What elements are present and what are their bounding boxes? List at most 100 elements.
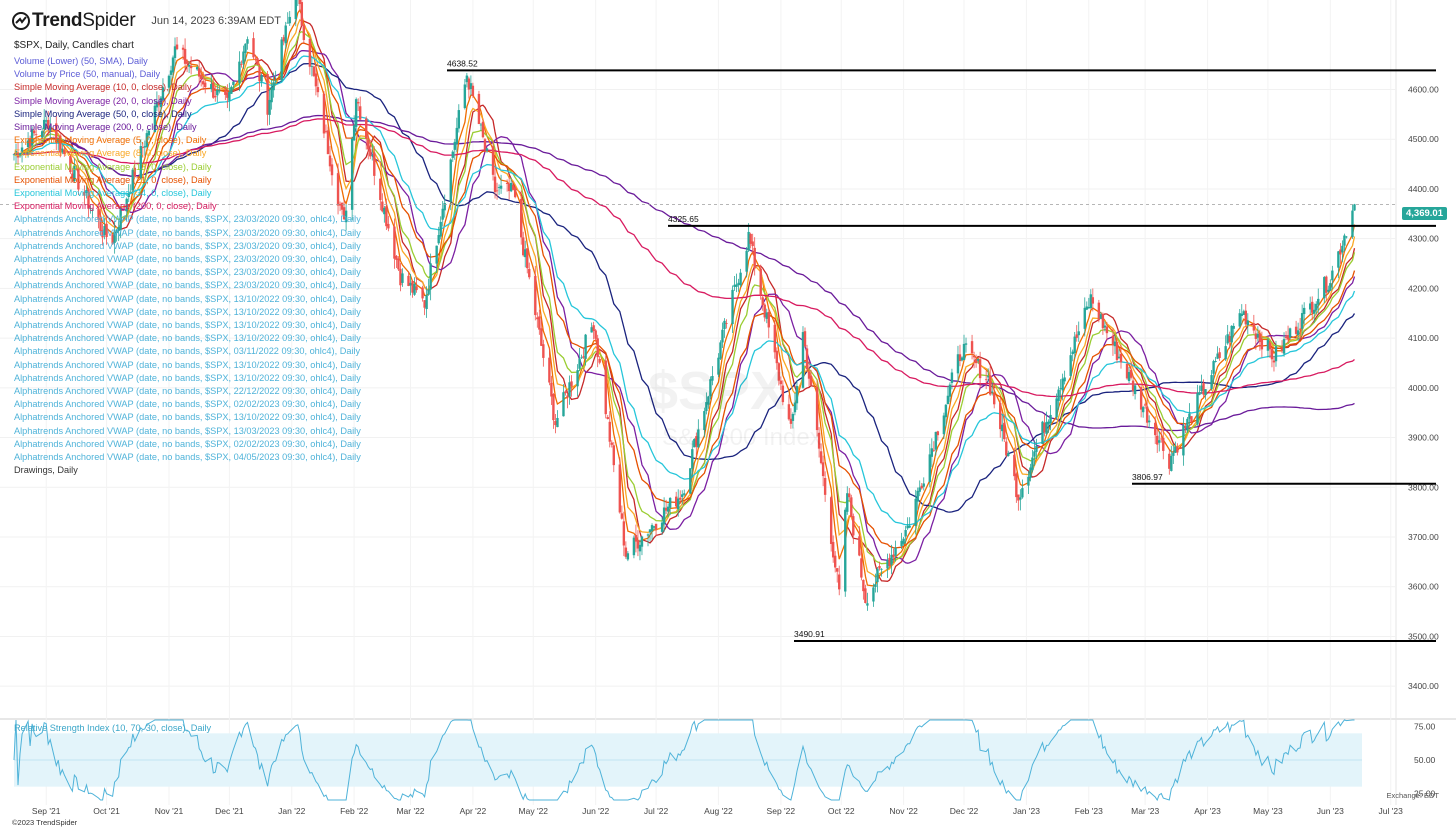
candle-body[interactable]	[723, 320, 726, 330]
candle-body[interactable]	[119, 209, 122, 230]
candle-body[interactable]	[958, 354, 962, 361]
candle-body[interactable]	[618, 464, 622, 513]
candle-body[interactable]	[451, 151, 454, 158]
candle-body[interactable]	[946, 395, 950, 405]
candle-body[interactable]	[695, 436, 698, 447]
candle-body[interactable]	[964, 343, 968, 345]
candle-body[interactable]	[831, 541, 835, 558]
candle-body[interactable]	[155, 101, 159, 108]
candle-body[interactable]	[1182, 425, 1185, 456]
candle-body[interactable]	[143, 146, 147, 148]
candle-body[interactable]	[244, 43, 247, 53]
candle-body[interactable]	[1055, 398, 1058, 418]
candle-body[interactable]	[606, 417, 609, 420]
candle-body[interactable]	[1315, 303, 1318, 311]
candle-body[interactable]	[626, 553, 630, 560]
candle-body[interactable]	[310, 66, 314, 67]
candle-body[interactable]	[807, 371, 811, 379]
candle-body[interactable]	[1252, 323, 1256, 331]
candle-body[interactable]	[1077, 331, 1080, 336]
candle-body[interactable]	[739, 272, 742, 286]
candle-body[interactable]	[852, 516, 855, 536]
candle-body[interactable]	[660, 522, 664, 532]
candle-body[interactable]	[902, 538, 905, 544]
candle-body[interactable]	[1033, 451, 1036, 457]
candle-body[interactable]	[1353, 204, 1356, 211]
candle-body[interactable]	[1300, 313, 1304, 329]
candle-body[interactable]	[427, 289, 430, 295]
candle-body[interactable]	[918, 487, 921, 492]
candle-body[interactable]	[1101, 313, 1105, 329]
candle-body[interactable]	[1232, 325, 1235, 329]
candle-body[interactable]	[817, 432, 821, 449]
candle-body[interactable]	[55, 123, 58, 143]
candle-body[interactable]	[57, 138, 60, 143]
candle-body[interactable]	[89, 208, 92, 210]
candle-body[interactable]	[1103, 325, 1107, 328]
study-item[interactable]: Simple Moving Average (200, 0, close), D…	[14, 122, 197, 133]
candle-body[interactable]	[936, 431, 940, 436]
candle-body[interactable]	[984, 379, 988, 381]
candle-body[interactable]	[999, 402, 1002, 430]
candle-body[interactable]	[228, 91, 231, 101]
candle-body[interactable]	[87, 189, 90, 209]
candle-body[interactable]	[1089, 294, 1093, 309]
candle-body[interactable]	[888, 557, 891, 566]
candle-body[interactable]	[139, 146, 143, 179]
candle-body[interactable]	[61, 148, 64, 153]
candle-body[interactable]	[542, 344, 545, 358]
candle-body[interactable]	[413, 283, 416, 295]
candle-body[interactable]	[1339, 249, 1342, 255]
candle-body[interactable]	[942, 415, 946, 435]
study-item[interactable]: Exponential Moving Average (5, 0, close)…	[14, 135, 207, 146]
candle-body[interactable]	[751, 241, 754, 247]
candle-body[interactable]	[409, 282, 412, 286]
candle-body[interactable]	[216, 90, 219, 96]
candle-body[interactable]	[916, 490, 919, 502]
candle-body[interactable]	[922, 483, 925, 487]
candle-body[interactable]	[1268, 342, 1272, 350]
candle-body[interactable]	[848, 493, 851, 498]
candle-body[interactable]	[1238, 313, 1241, 327]
candle-body[interactable]	[280, 39, 283, 81]
candle-body[interactable]	[767, 311, 770, 328]
candle-body[interactable]	[187, 64, 191, 67]
candle-body[interactable]	[509, 182, 513, 192]
candle-body[interactable]	[1228, 336, 1231, 342]
study-item[interactable]: Alphatrends Anchored VWAP (date, no band…	[14, 267, 361, 278]
candle-body[interactable]	[717, 357, 720, 375]
candle-body[interactable]	[385, 206, 388, 227]
candle-body[interactable]	[564, 391, 567, 394]
candle-body[interactable]	[1256, 333, 1260, 338]
candle-body[interactable]	[1212, 361, 1215, 374]
candle-body[interactable]	[735, 284, 738, 287]
candle-body[interactable]	[664, 507, 668, 511]
candle-body[interactable]	[1196, 393, 1199, 425]
candle-body[interactable]	[483, 139, 487, 150]
candle-body[interactable]	[383, 207, 386, 215]
candle-body[interactable]	[324, 131, 328, 132]
candle-body[interactable]	[511, 185, 515, 190]
candle-body[interactable]	[1325, 276, 1328, 293]
candle-body[interactable]	[554, 421, 557, 426]
candle-body[interactable]	[1188, 413, 1191, 419]
candle-body[interactable]	[212, 82, 215, 98]
candle-body[interactable]	[455, 127, 459, 144]
candle-body[interactable]	[449, 159, 452, 202]
candle-body[interactable]	[880, 568, 883, 570]
candle-body[interactable]	[1001, 424, 1004, 432]
candle-body[interactable]	[367, 139, 370, 150]
candle-body[interactable]	[1280, 348, 1284, 352]
candle-body[interactable]	[479, 124, 483, 126]
candle-body[interactable]	[284, 25, 287, 44]
candle-body[interactable]	[201, 81, 205, 85]
candle-body[interactable]	[32, 130, 36, 134]
candle-body[interactable]	[300, 2, 304, 26]
candle-body[interactable]	[69, 156, 72, 173]
candle-body[interactable]	[1317, 298, 1320, 305]
candle-body[interactable]	[1059, 388, 1062, 389]
candle-body[interactable]	[679, 497, 682, 500]
candle-body[interactable]	[948, 384, 952, 397]
candle-body[interactable]	[934, 431, 938, 450]
candle-body[interactable]	[381, 201, 384, 212]
